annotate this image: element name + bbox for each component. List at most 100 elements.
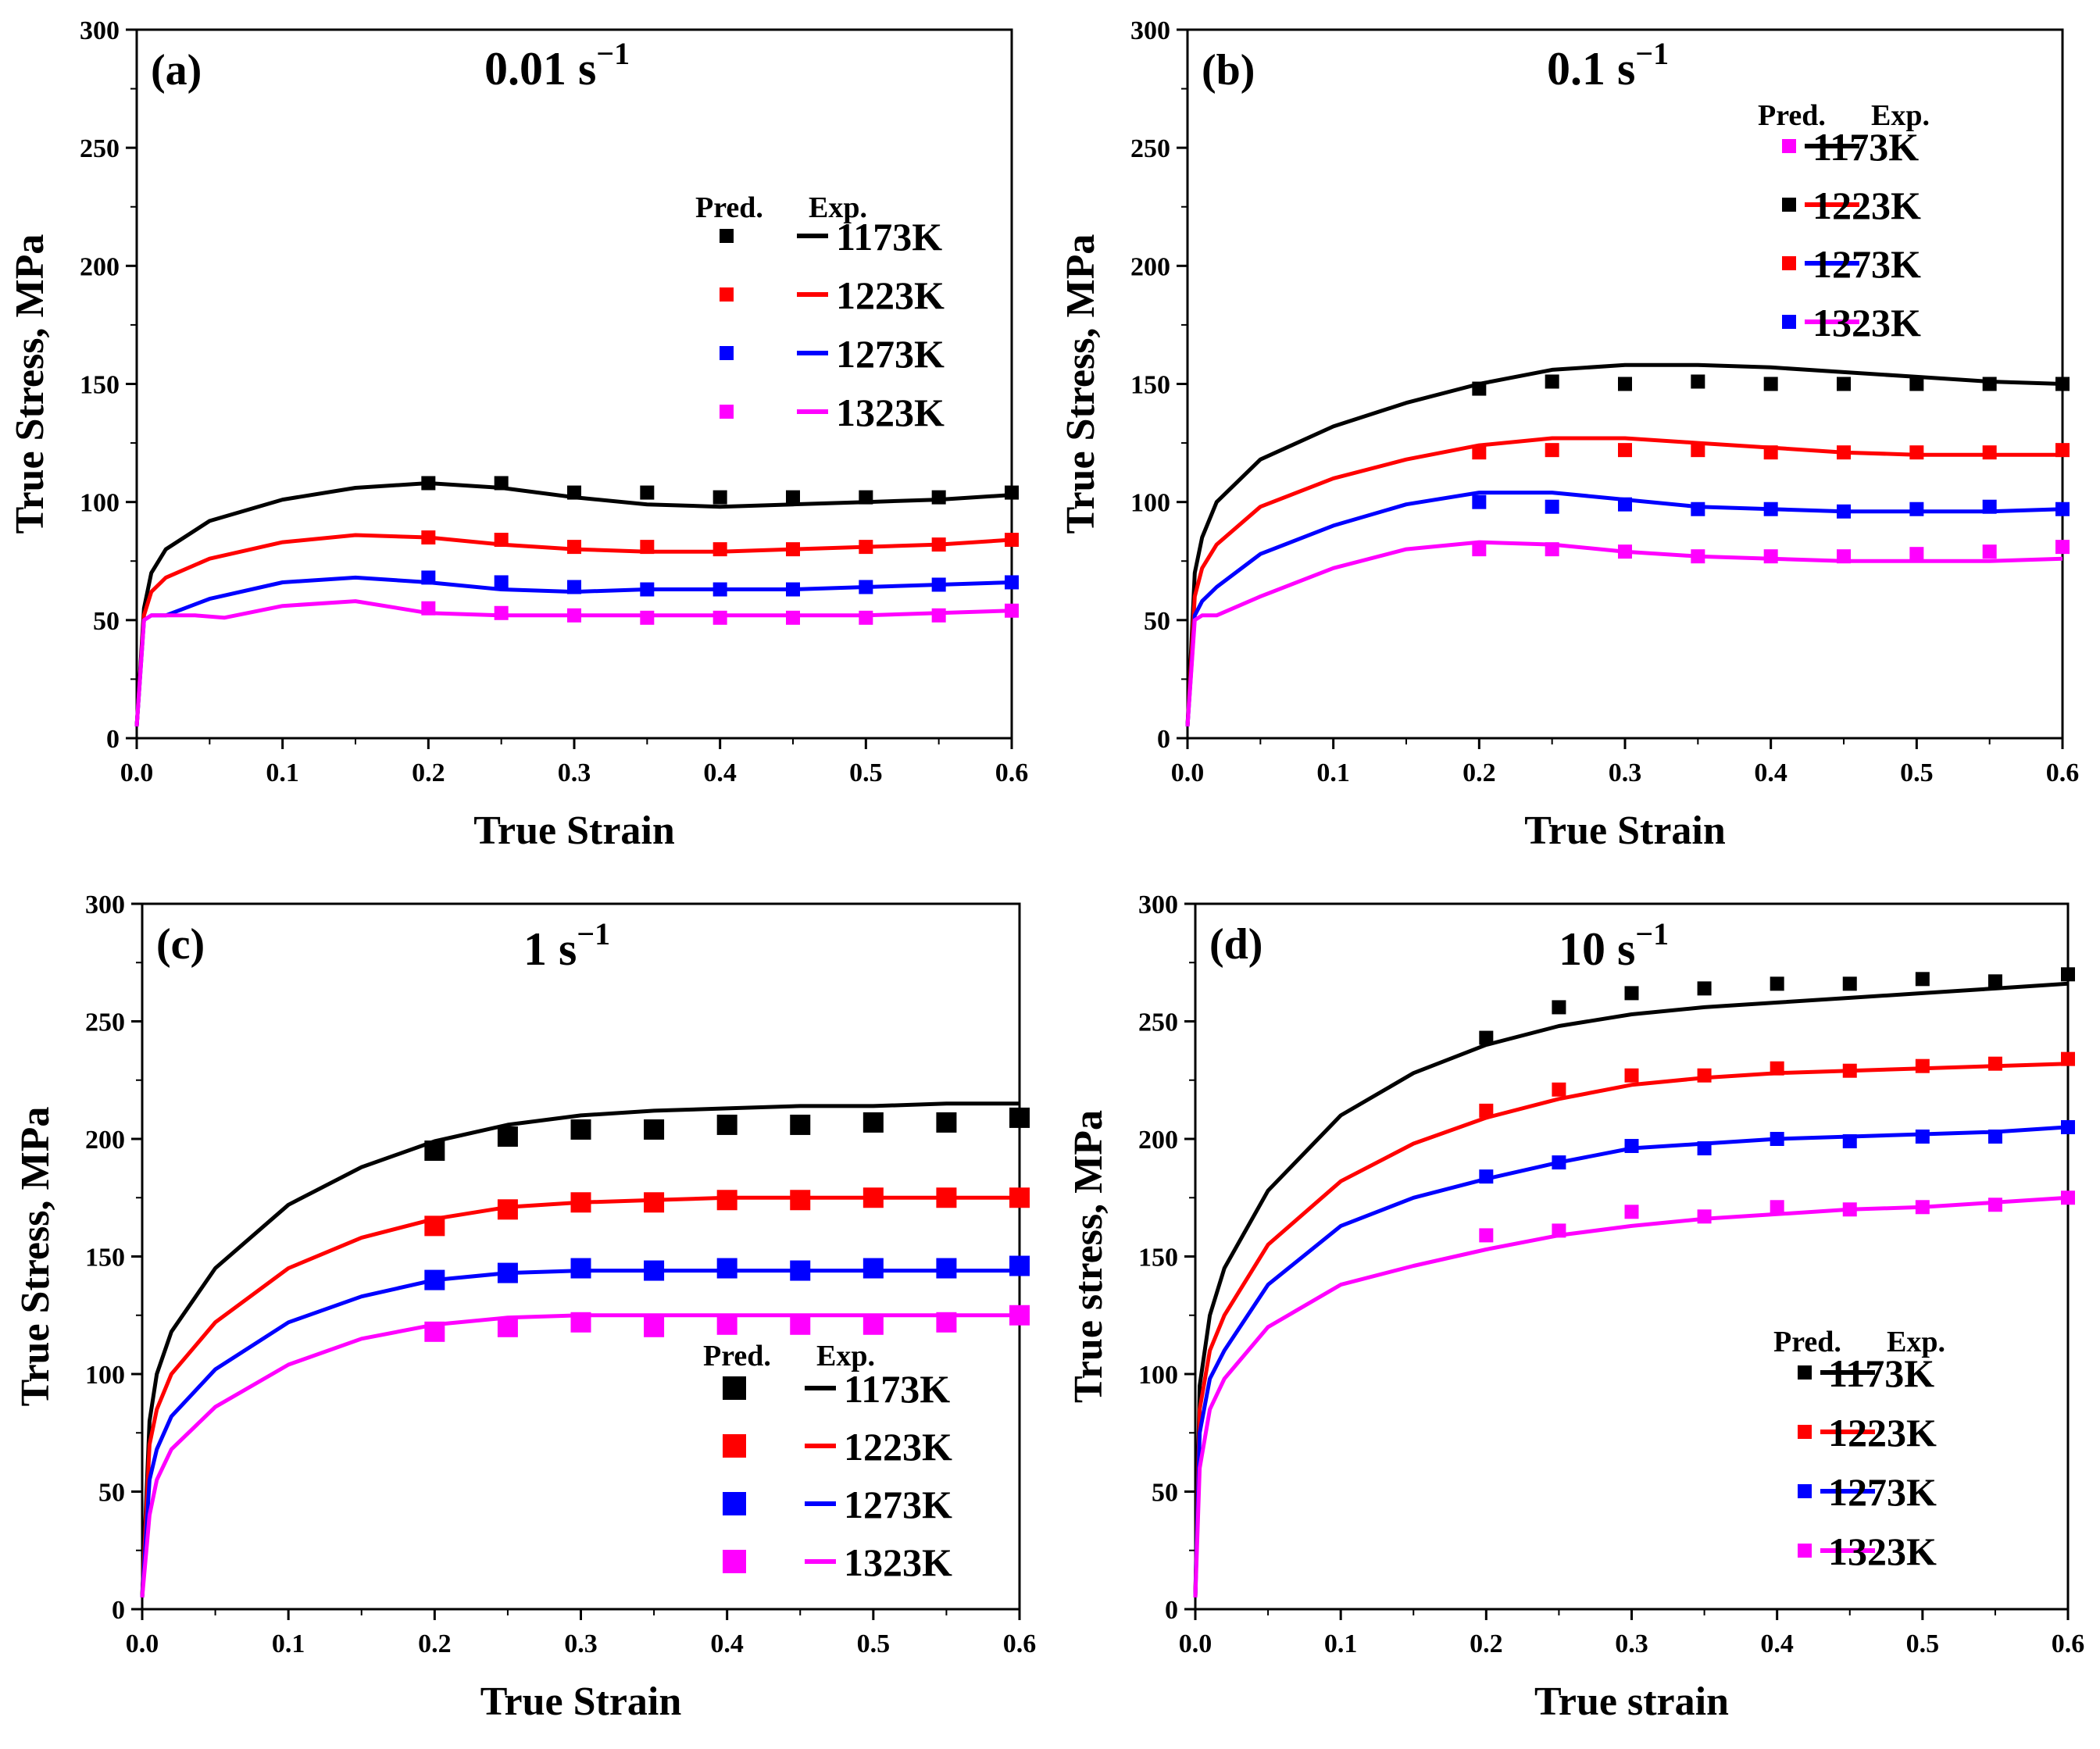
legend-marker: [723, 1434, 746, 1458]
y-axis-title: True stress, MPa: [1066, 1110, 1111, 1403]
data-point-1223K: [712, 542, 727, 557]
x-tick-label: 0.4: [1754, 758, 1788, 787]
data-point-1323K: [936, 1312, 957, 1333]
legend-label: 1323K: [836, 391, 945, 434]
data-point-1273K: [1624, 1139, 1639, 1154]
legend-marker: [723, 1492, 746, 1515]
y-tick-label: 100: [1138, 1361, 1178, 1390]
data-point-1173K: [494, 476, 509, 491]
x-tick-label: 0.5: [857, 1629, 891, 1658]
legend-marker: [1798, 1484, 1812, 1498]
data-point-1173K: [712, 490, 727, 505]
series-line-1223K: [134, 533, 1012, 727]
data-point-1323K: [1624, 1205, 1639, 1219]
data-point-1223K: [1009, 1187, 1030, 1208]
data-point-1323K: [712, 610, 727, 625]
x-tick-label: 0.2: [412, 758, 445, 787]
x-tick-label: 0.1: [1316, 758, 1350, 787]
series-line-1273K: [1185, 491, 2063, 727]
data-point-1173K: [640, 485, 655, 500]
data-point-1223K: [931, 537, 946, 552]
data-point-1223K: [1624, 1068, 1639, 1083]
data-point-1173K: [1988, 974, 2002, 989]
data-point-1273K: [1837, 504, 1851, 519]
data-point-1173K: [1697, 981, 1712, 996]
data-point-1273K: [1691, 501, 1705, 516]
x-tick-label: 0.3: [1609, 758, 1642, 787]
data-point-1273K: [1842, 1134, 1857, 1149]
data-point-1173K: [1545, 374, 1559, 389]
data-point-1273K: [786, 582, 800, 597]
legend-pred-header: Pred.: [1773, 1326, 1841, 1358]
data-point-1273K: [1545, 499, 1559, 514]
data-point-1223K: [862, 1187, 884, 1208]
chart-title-main: 10 s: [1559, 923, 1635, 975]
x-tick-label: 0.3: [1615, 1629, 1648, 1658]
data-point-1173K: [790, 1114, 811, 1135]
data-point-1173K: [1982, 377, 1997, 391]
data-point-1173K: [1842, 976, 1857, 991]
data-point-1223K: [859, 540, 873, 555]
data-point-1173K: [570, 1119, 591, 1140]
data-point-1173K: [497, 1126, 518, 1147]
data-point-1223K: [1988, 1056, 2002, 1071]
legend-marker: [1782, 256, 1796, 270]
legend-marker: [720, 346, 734, 360]
x-tick-label: 0.0: [1179, 1629, 1212, 1658]
data-point-1173K: [1005, 485, 1019, 500]
x-tick-label: 0.4: [710, 1629, 744, 1658]
legend-label: 1223K: [1828, 1411, 1937, 1455]
data-point-1173K: [862, 1112, 884, 1133]
data-point-1273K: [1770, 1132, 1784, 1146]
data-point-1273K: [716, 1258, 738, 1279]
data-point-1273K: [497, 1262, 518, 1283]
data-point-1223K: [497, 1199, 518, 1220]
chart-title: 0.1 s−1: [1547, 36, 1669, 95]
series-line-1173K: [140, 1101, 1020, 1598]
data-point-1173K: [421, 476, 436, 491]
legend-label: 1323K: [844, 1540, 952, 1584]
data-point-1323K: [1763, 549, 1778, 564]
data-point-1173K: [2061, 967, 2075, 982]
x-axis-title: True Strain: [473, 808, 675, 853]
legend-label: 1173K: [836, 215, 942, 259]
data-point-1173K: [1009, 1107, 1030, 1128]
legend-exp-header: Exp.: [1887, 1326, 1945, 1358]
chart-panel-b: 0.0 0.1 0.2 0.3 0.4 0.5 0.6 0 50 100 150 200 250 300 T…: [1059, 16, 2079, 853]
panel-label: (c): [156, 920, 205, 969]
y-tick-label: 0: [112, 1596, 125, 1625]
data-point-1273K: [644, 1260, 665, 1281]
legend-pred-header: Pred.: [695, 191, 763, 224]
data-point-1323K: [2055, 540, 2070, 555]
data-point-1323K: [644, 1316, 665, 1337]
y-tick-label: 300: [1130, 16, 1170, 45]
data-point-1223K: [421, 530, 436, 545]
data-point-1173K: [859, 490, 873, 505]
legend-marker: [1782, 315, 1796, 329]
data-point-1173K: [2055, 377, 2070, 391]
x-tick-label: 0.0: [126, 1629, 159, 1658]
data-point-1223K: [570, 1192, 591, 1213]
y-tick-label: 250: [80, 134, 120, 163]
chart-title-main: 0.1 s: [1547, 43, 1635, 95]
data-point-1273K: [2055, 501, 2070, 516]
y-tick-label: 50: [1152, 1479, 1178, 1508]
x-tick-label: 0.5: [1906, 1629, 1940, 1658]
y-tick-label: 200: [1138, 1126, 1178, 1155]
legend-label: 1273K: [844, 1483, 952, 1526]
data-point-1323K: [494, 605, 509, 620]
data-point-1223K: [1005, 533, 1019, 548]
y-tick-label: 0: [1157, 725, 1170, 754]
y-tick-label: 150: [1130, 371, 1170, 400]
legend-label: 1273K: [1828, 1470, 1937, 1514]
data-point-1173K: [716, 1114, 738, 1135]
chart-title-superscript: −1: [596, 36, 630, 71]
legend-label: 1223K: [1812, 184, 1921, 227]
series-line-1173K: [1185, 362, 2063, 727]
legend-pred-header: Pred.: [1758, 99, 1826, 132]
data-point-1323K: [1009, 1305, 1030, 1326]
data-point-1223K: [1915, 1058, 1930, 1073]
data-point-1323K: [1697, 1209, 1712, 1224]
legend-marker: [720, 405, 734, 419]
y-tick-label: 100: [1130, 489, 1170, 518]
